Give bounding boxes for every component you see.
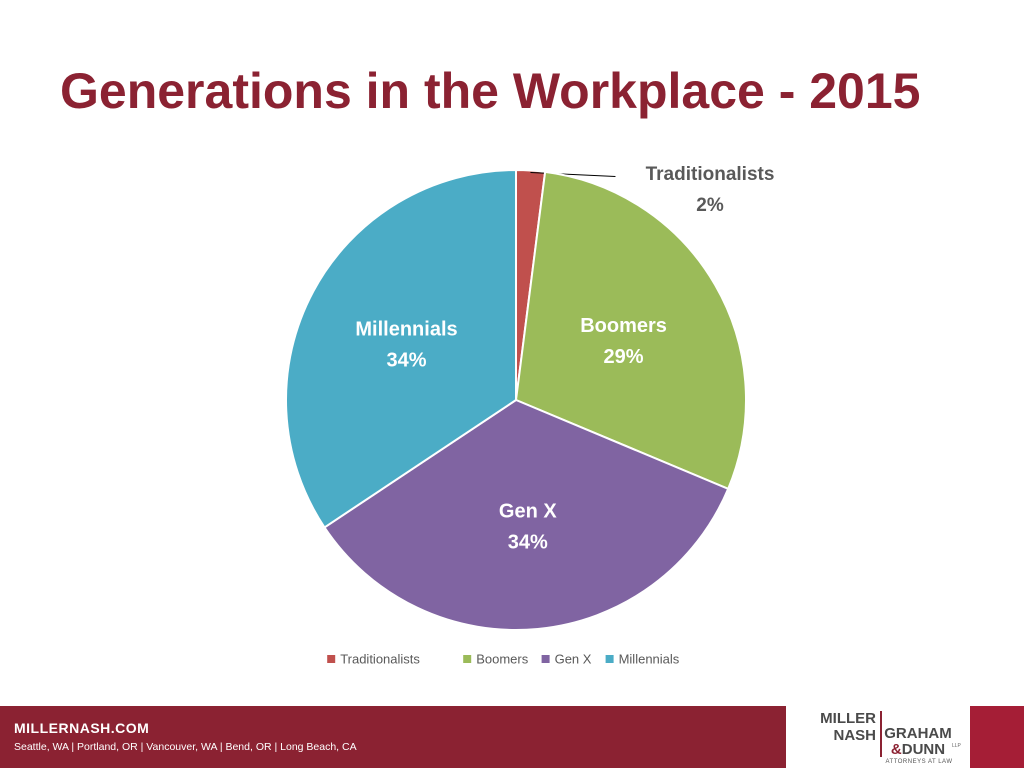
- logo-graham-dunn: GRAHAM &DUNN: [878, 726, 958, 758]
- pie-label-name-boomers: Boomers: [580, 315, 667, 337]
- legend-swatch-traditionalists: [327, 655, 336, 663]
- logo-line-miller: MILLER: [820, 710, 876, 727]
- logo-line-graham: GRAHAM: [884, 725, 952, 742]
- pie-label-name-traditionalists: Traditionalists: [646, 164, 775, 185]
- footer-website[interactable]: MILLERNASH.COM: [14, 720, 150, 736]
- slide-title: Generations in the Workplace - 2015: [60, 63, 921, 119]
- pie-label-value-millennials: 34%: [387, 349, 427, 371]
- pie-label-value-gen-x: 34%: [508, 532, 548, 554]
- legend-swatch-gen-x: [541, 655, 550, 663]
- legend-label-traditionalists: Traditionalists: [340, 652, 420, 667]
- firm-logo: MILLER NASH GRAHAM &DUNN LLP ATTORNEYS A…: [786, 706, 970, 768]
- pie-label-name-gen-x: Gen X: [499, 501, 557, 523]
- pie-slice-gen-x: [323, 398, 730, 631]
- footer-corner-block: [970, 706, 1024, 768]
- logo-tagline: ATTORNEYS AT LAW: [885, 759, 953, 765]
- pie-slice-boomers: [514, 170, 747, 491]
- logo-miller-nash: MILLER NASH: [804, 710, 876, 744]
- legend-swatch-boomers: [463, 655, 472, 663]
- legend-label-gen-x: Gen X: [555, 652, 592, 667]
- logo-line-dunn: DUNN: [901, 741, 946, 758]
- logo-divider: [880, 711, 882, 757]
- legend-swatch-millennials: [605, 655, 614, 663]
- logo-line-nash: NASH: [833, 727, 876, 744]
- legend-label-millennials: Millennials: [619, 652, 680, 667]
- pie-label-value-boomers: 29%: [604, 346, 644, 368]
- logo-llp: LLP: [952, 743, 961, 749]
- pie-chart: Traditionalists 2% Boomers 29% Gen X 34% Mille…: [285, 164, 775, 667]
- footer-offices: Seattle, WA | Portland, OR | Vancouver, …: [14, 741, 357, 753]
- pie-slice-millennials: [285, 168, 517, 529]
- pie-label-value-traditionalists: 2%: [696, 195, 724, 216]
- legend-label-boomers: Boomers: [476, 652, 529, 667]
- pie-label-name-millennials: Millennials: [355, 318, 457, 340]
- logo-ampersand: &: [890, 741, 902, 758]
